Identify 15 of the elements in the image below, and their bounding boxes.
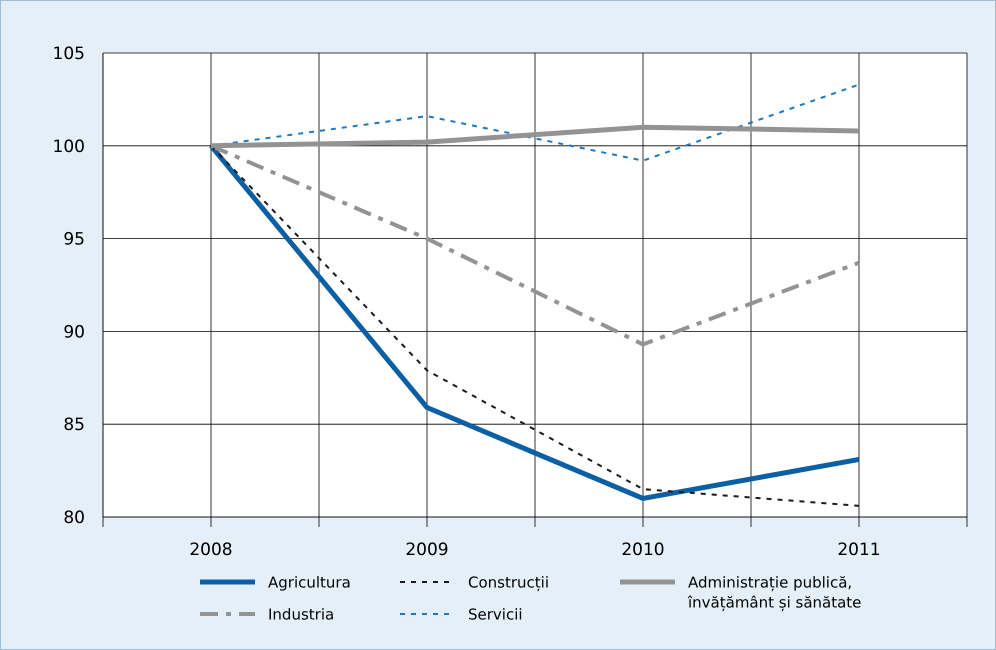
legend-label: Agricultura (268, 573, 351, 592)
x-tick-label: 2011 (837, 540, 881, 560)
y-tick-label: 100 (52, 136, 85, 157)
x-tick-label: 2010 (621, 540, 665, 560)
y-tick-label: 80 (63, 508, 85, 528)
y-tick-label: 105 (52, 44, 85, 64)
y-tick-label: 90 (63, 322, 85, 342)
legend-label: Construcții (468, 573, 549, 592)
legend-label: Servicii (468, 605, 523, 624)
y-tick-label: 85 (63, 415, 85, 436)
x-tick-label: 2008 (189, 540, 233, 560)
legend-label: Administrație publică, învățământ și sănătate (687, 573, 862, 612)
legend-label: Industria (268, 605, 334, 624)
y-tick-label: 95 (63, 230, 85, 250)
x-tick-label: 2009 (405, 540, 449, 560)
